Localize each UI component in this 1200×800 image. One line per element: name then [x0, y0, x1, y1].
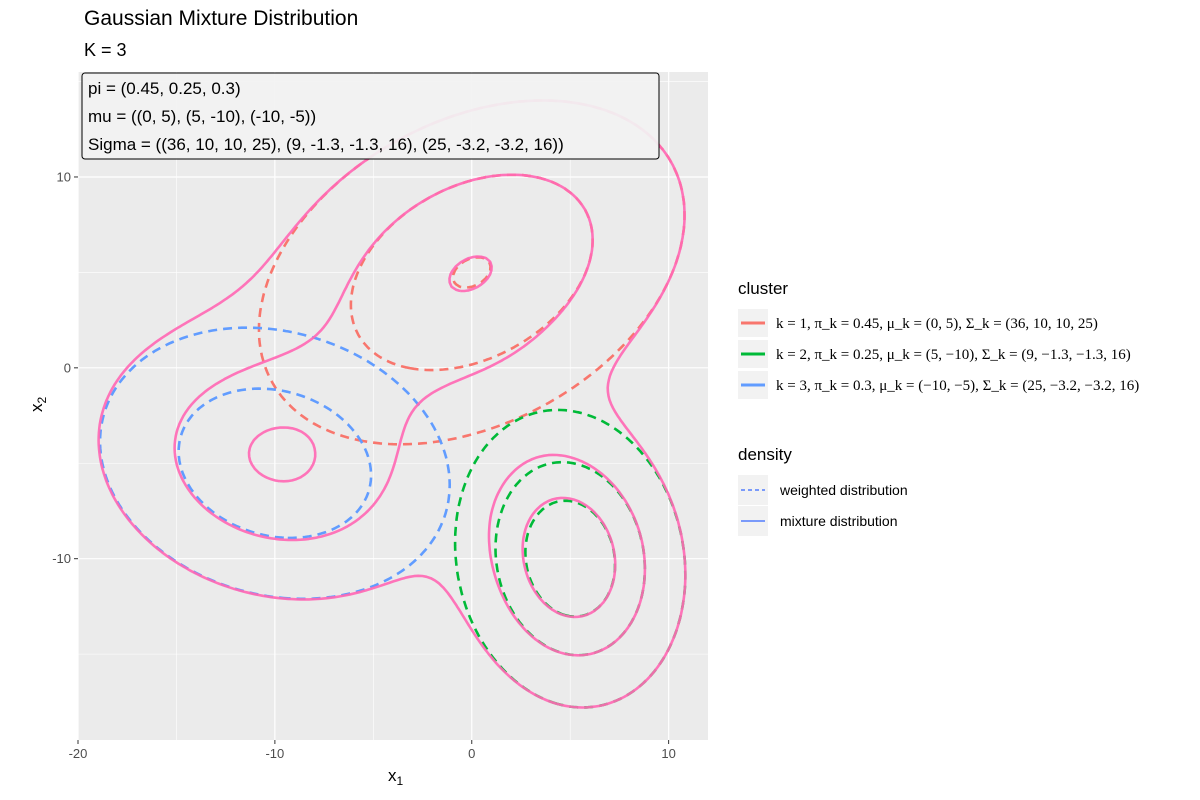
legend-label-cluster-2: k = 2, π_k = 0.25, μ_k = (5, −10), Σ_k =… — [776, 347, 1131, 363]
mixture-contour — [448, 255, 493, 293]
annotation-line-sigma: Sigma = ((36, 10, 10, 25), (9, -1.3, -1.… — [88, 135, 564, 154]
mixture-contour — [97, 99, 687, 709]
chart-title: Gaussian Mixture Distribution — [84, 7, 359, 30]
x-axis-title: x1 — [388, 766, 404, 788]
x-axis-title-main: x — [388, 766, 397, 785]
y-tick-label: 0 — [64, 360, 71, 375]
legend-label-cluster-3: k = 3, π_k = 0.3, μ_k = (−10, −5), Σ_k =… — [776, 378, 1139, 394]
plot-panel — [78, 72, 708, 740]
legend-label-weighted: weighted distribution — [779, 482, 908, 498]
y-axis-title-sub: 2 — [35, 397, 49, 404]
mixture-contour — [173, 173, 594, 542]
x-axis-title-sub: 1 — [397, 774, 404, 788]
y-tick-label: 10 — [57, 169, 71, 184]
legend-cluster-title: cluster — [738, 279, 788, 298]
legend-density: density weighted distribution mixture di… — [738, 445, 908, 536]
mixture-contour — [247, 426, 317, 483]
y-axis-title-main: x — [27, 403, 46, 412]
legend-density-title: density — [738, 445, 792, 464]
x-tick-label: 10 — [661, 746, 675, 761]
mixture-contour — [487, 453, 647, 657]
weighted-contour-k2 — [524, 499, 617, 618]
y-axis-title: x2 — [27, 397, 49, 413]
x-tick-label: 0 — [468, 746, 475, 761]
mixture-contour — [521, 496, 617, 619]
legend-label-cluster-1: k = 1, π_k = 0.45, μ_k = (0, 5), Σ_k = (… — [776, 316, 1098, 332]
axis-ticks: -20 -10 0 10 -10 0 10 — [52, 169, 676, 761]
parameter-annotation: pi = (0.45, 0.25, 0.3) mu = ((0, 5), (5,… — [81, 72, 660, 160]
legend-cluster: cluster k = 1, π_k = 0.45, μ_k = (0, 5),… — [738, 279, 1139, 399]
legend-label-mixture: mixture distribution — [780, 513, 898, 529]
x-tick-label: -20 — [69, 746, 88, 761]
y-tick-label: -10 — [52, 551, 71, 566]
x-tick-label: -10 — [265, 746, 284, 761]
weighted-contour-k2 — [453, 408, 687, 709]
chart-subtitle: K = 3 — [84, 40, 127, 60]
annotation-box — [81, 72, 660, 160]
annotation-line-pi: pi = (0.45, 0.25, 0.3) — [88, 79, 241, 98]
weighted-contour-k1 — [349, 173, 594, 372]
annotation-line-mu: mu = ((0, 5), (5, -10), (-10, -5)) — [88, 107, 316, 126]
